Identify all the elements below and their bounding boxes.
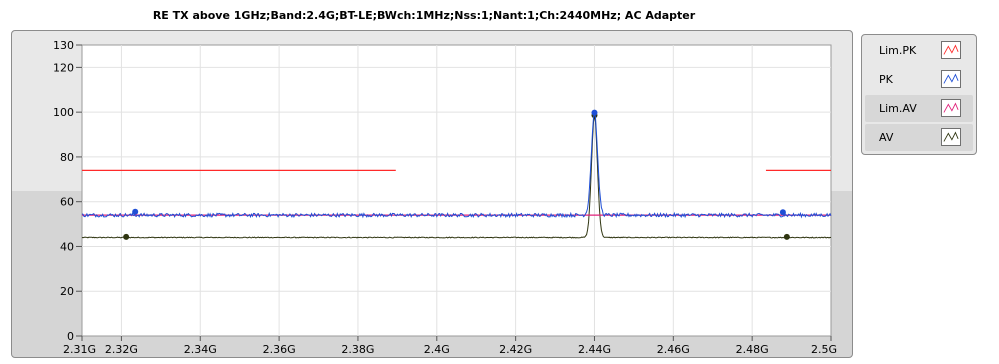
x-tick-label: 2.48G (736, 343, 769, 356)
x-tick-label: 2.4G (424, 343, 450, 356)
y-tick-label: 40 (60, 240, 74, 253)
legend-item-pk[interactable]: PK (865, 66, 973, 93)
y-tick-label: 60 (60, 196, 74, 209)
y-tick-label: 0 (67, 330, 74, 343)
y-tick-label: 130 (53, 39, 74, 52)
x-tick-label: 2.36G (263, 343, 296, 356)
series-pk (81, 109, 832, 219)
series-av-marker (123, 233, 130, 240)
y-tick-label: 20 (60, 285, 74, 298)
x-tick-label: 2.46G (657, 343, 690, 356)
series-pk-marker (591, 109, 598, 116)
series-pk-marker (132, 208, 139, 215)
legend-line-swatch-icon (941, 99, 961, 117)
x-tick-label: 2.34G (184, 343, 217, 356)
legend-item-lim-pk[interactable]: Lim.PK (865, 37, 973, 64)
plot-background (81, 44, 832, 337)
legend-swatch-line (943, 73, 959, 84)
legend-label: Lim.PK (879, 44, 917, 57)
y-axis: 0 20 40 60 80 100 120 130 (53, 39, 82, 343)
legend: Lim.PK PK Lim.AV AV (861, 34, 977, 155)
legend-swatch-line (943, 131, 959, 142)
x-axis: 2.31G 2.32G 2.34G 2.36G 2.38G 2.4G 2.42G 2.44G 2… (63, 336, 837, 356)
series-pk-marker (779, 209, 786, 216)
x-tick-label: 2.42G (499, 343, 532, 356)
series-pk-line (81, 112, 832, 219)
legend-label: AV (879, 131, 894, 144)
x-tick-label: 2.32G (105, 343, 138, 356)
x-tick-label: 2.38G (341, 343, 374, 356)
x-tick-label: 2.31G (63, 343, 96, 356)
x-tick-label: 2.5G (811, 343, 837, 356)
legend-line-swatch-icon (941, 70, 961, 88)
grid-lines (82, 45, 831, 336)
series-av-marker (783, 233, 790, 240)
legend-label: Lim.AV (879, 102, 917, 115)
legend-item-av[interactable]: AV (865, 124, 973, 151)
series-av-line (81, 115, 832, 239)
legend-line-swatch-icon (941, 41, 961, 59)
legend-line-swatch-icon (941, 128, 961, 146)
y-tick-label: 100 (53, 106, 74, 119)
chart-title: RE TX above 1GHz;Band:2.4G;BT-LE;BWch:1M… (152, 9, 696, 22)
y-tick-label: 120 (53, 61, 74, 74)
legend-item-lim-av[interactable]: Lim.AV (865, 95, 973, 122)
y-tick-label: 80 (60, 151, 74, 164)
x-tick-label: 2.44G (578, 343, 611, 356)
legend-swatch-line (943, 102, 959, 113)
legend-label: PK (879, 73, 893, 86)
legend-swatch-line (943, 44, 959, 55)
